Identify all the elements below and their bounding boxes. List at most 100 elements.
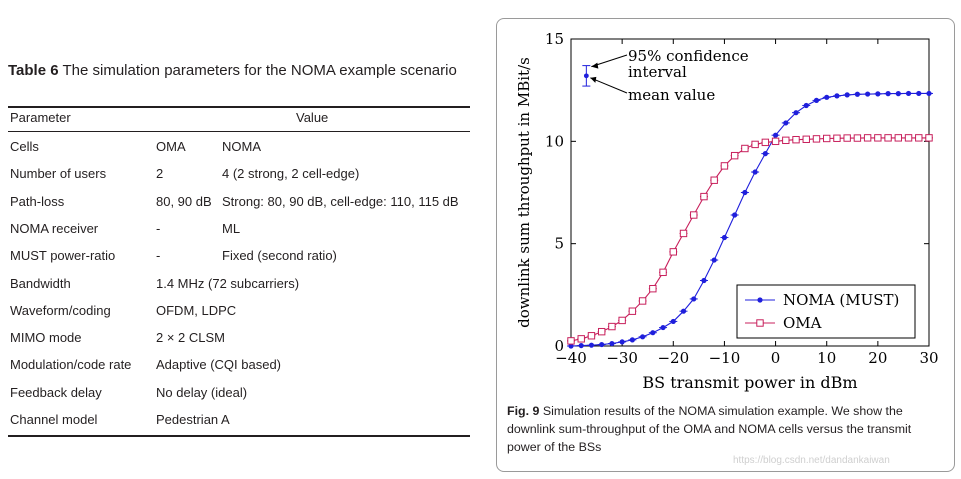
table-header-row: Parameter Value: [8, 107, 470, 129]
table-row: Number of users 2 4 (2 strong, 2 cell-edge…: [8, 163, 470, 185]
noma-data-point: [885, 91, 891, 97]
row-parameter: Path-loss: [10, 193, 65, 209]
oma-data-point: [761, 138, 770, 147]
row-oma-value: -: [156, 248, 161, 264]
oma-data-point: [628, 307, 637, 315]
oma-data-point: [894, 134, 903, 142]
noma-data-point: [701, 277, 707, 284]
noma-data-point: [895, 91, 901, 97]
row-oma-value: 2 × 2 CLSM: [156, 330, 226, 346]
table-row: Channel model Pedestrian A: [8, 409, 470, 431]
oma-data-point: [618, 316, 626, 325]
noma-data-point: [629, 337, 635, 343]
plot-frame: [570, 38, 930, 347]
row-noma-value: 4 (2 strong, 2 cell-edge): [222, 166, 360, 182]
x-tick-label: 20: [868, 349, 887, 367]
oma-data-point: [659, 268, 667, 277]
noma-data-point: [660, 324, 666, 331]
table-caption: Table 6 The simulation parameters for th…: [8, 60, 470, 82]
row-parameter: Waveform/coding: [10, 302, 111, 318]
annotation-mean: mean value: [628, 86, 715, 104]
row-parameter: Feedback delay: [10, 384, 102, 400]
noma-data-point: [640, 334, 646, 340]
annotation-ci-line2: interval: [628, 63, 687, 81]
row-oma-value: No delay (ideal): [156, 384, 248, 400]
noma-data-point: [916, 90, 922, 97]
noma-data-point: [609, 340, 615, 347]
row-noma-value: Fixed (second ratio): [222, 248, 337, 264]
x-axis-label: BS transmit power in dBm: [642, 373, 857, 392]
oma-data-point: [730, 151, 739, 160]
row-parameter: NOMA receiver: [10, 220, 99, 236]
oma-data-point: [741, 144, 749, 153]
table-bottom-rule: [8, 435, 470, 437]
figure-caption: Fig. 9 Simulation results of the NOMA si…: [507, 402, 947, 456]
figure-caption-label: Fig. 9: [507, 404, 540, 418]
row-parameter: Number of users: [10, 166, 107, 182]
mean-arrowhead: [590, 76, 597, 83]
noma-data-point: [813, 97, 820, 103]
noma-data-point: [732, 212, 738, 218]
noma-data-point: [691, 296, 697, 302]
noma-data-point: [783, 120, 789, 126]
oma-data-point: [904, 134, 913, 142]
noma-data-point: [772, 132, 779, 138]
noma-data-point: [905, 90, 912, 97]
oma-data-point: [823, 134, 831, 143]
oma-data-point: [751, 140, 759, 149]
noma-data-point: [568, 343, 574, 349]
noma-data-point: [578, 342, 584, 349]
y-tick-label: 15: [545, 30, 564, 48]
noma-data-point: [599, 341, 605, 348]
oma-data-point: [782, 136, 790, 145]
noma-data-point: [834, 93, 840, 99]
x-tick-label: 10: [817, 349, 836, 367]
row-parameter: MUST power-ratio: [10, 248, 116, 264]
noma-data-point: [762, 151, 768, 157]
legend-label: OMA: [783, 314, 822, 332]
row-noma-value: NOMA: [222, 139, 261, 154]
noma-data-point: [742, 189, 748, 196]
row-oma-value: 80, 90 dB: [156, 193, 212, 209]
table-row: Feedback delay No delay (ideal): [8, 382, 470, 404]
noma-data-point: [793, 110, 799, 116]
ci-arrowhead: [591, 62, 599, 69]
table-row: MUST power-ratio - Fixed (second ratio): [8, 245, 470, 267]
oma-data-point: [771, 137, 780, 146]
x-tick-label: −40: [555, 349, 587, 367]
oma-data-point: [638, 297, 647, 305]
noma-data-point: [711, 257, 717, 263]
oma-data-point: [669, 248, 677, 256]
noma-data-point: [854, 91, 860, 97]
x-tick-label: −20: [657, 349, 689, 367]
oma-data-point: [833, 134, 841, 142]
oma-data-point: [597, 327, 606, 336]
oma-data-point: [925, 134, 933, 142]
table-caption-text: The simulation parameters for the NOMA e…: [62, 62, 457, 79]
oma-data-point: [649, 284, 657, 293]
watermark: https://blog.csdn.net/dandankaiwan: [733, 455, 890, 466]
header-value: Value: [296, 110, 329, 125]
noma-data-point: [865, 91, 871, 97]
table-row: Path-loss 80, 90 dB Strong: 80, 90 dB, cel…: [8, 191, 470, 213]
x-tick-label: 30: [919, 349, 938, 367]
annotation-ci-line1: 95% confidence: [628, 47, 749, 65]
table-row: MIMO mode 2 × 2 CLSM: [8, 327, 470, 349]
y-tick-label: 0: [554, 337, 564, 355]
table-row: Bandwidth 1.4 MHz (72 subcarriers): [8, 273, 470, 295]
oma-data-point: [915, 134, 923, 142]
row-oma-value: Pedestrian A: [156, 412, 230, 427]
oma-data-point: [679, 229, 688, 238]
noma-data-point: [875, 91, 881, 97]
table-top-rule: [8, 106, 470, 108]
throughput-chart: −40 −30 −20 −10 0 10 20 30 0 5 10 15 BS transmit pow…: [515, 30, 939, 392]
y-tick-label: 5: [554, 235, 564, 253]
noma-data-point: [803, 102, 809, 109]
row-oma-value: -: [156, 220, 161, 236]
oma-data-point: [720, 162, 729, 170]
noma-data-point: [926, 90, 932, 97]
noma-data-point: [721, 234, 728, 241]
oma-data-point: [843, 134, 851, 142]
row-oma-value: 1.4 MHz (72 subcarriers): [156, 275, 300, 291]
noma-data-point: [844, 92, 850, 98]
